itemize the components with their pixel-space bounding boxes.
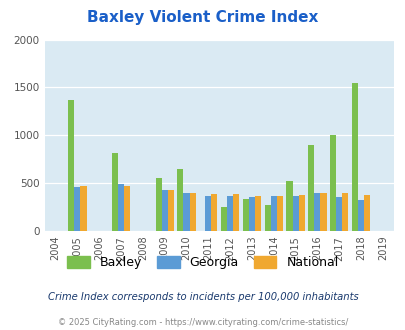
Text: Crime Index corresponds to incidents per 100,000 inhabitants: Crime Index corresponds to incidents per… bbox=[47, 292, 358, 302]
Bar bbox=[112, 153, 118, 231]
Bar bbox=[341, 193, 347, 231]
Bar bbox=[242, 199, 248, 231]
Bar bbox=[167, 190, 173, 231]
Bar bbox=[254, 196, 260, 231]
Bar bbox=[276, 196, 282, 231]
Bar bbox=[183, 193, 189, 231]
Bar bbox=[320, 193, 326, 231]
Bar bbox=[118, 184, 124, 231]
Bar bbox=[298, 195, 304, 231]
Bar bbox=[248, 197, 254, 231]
Bar bbox=[68, 100, 74, 231]
Text: Baxley Violent Crime Index: Baxley Violent Crime Index bbox=[87, 10, 318, 25]
Bar bbox=[292, 196, 298, 231]
Text: © 2025 CityRating.com - https://www.cityrating.com/crime-statistics/: © 2025 CityRating.com - https://www.city… bbox=[58, 318, 347, 327]
Bar bbox=[363, 195, 369, 231]
Bar bbox=[205, 196, 211, 231]
Bar bbox=[329, 135, 335, 231]
Bar bbox=[335, 197, 341, 231]
Bar bbox=[161, 190, 167, 231]
Bar bbox=[357, 200, 363, 231]
Bar bbox=[80, 186, 86, 231]
Bar bbox=[351, 83, 357, 231]
Bar bbox=[313, 193, 320, 231]
Bar bbox=[307, 145, 313, 231]
Bar bbox=[286, 181, 292, 231]
Bar bbox=[270, 196, 276, 231]
Bar bbox=[220, 207, 226, 231]
Bar bbox=[211, 194, 217, 231]
Bar bbox=[264, 205, 270, 231]
Bar bbox=[232, 194, 239, 231]
Bar bbox=[155, 178, 161, 231]
Legend: Baxley, Georgia, National: Baxley, Georgia, National bbox=[64, 252, 341, 273]
Bar bbox=[177, 169, 183, 231]
Bar bbox=[189, 193, 195, 231]
Bar bbox=[74, 187, 80, 231]
Bar bbox=[226, 196, 232, 231]
Bar bbox=[124, 186, 130, 231]
